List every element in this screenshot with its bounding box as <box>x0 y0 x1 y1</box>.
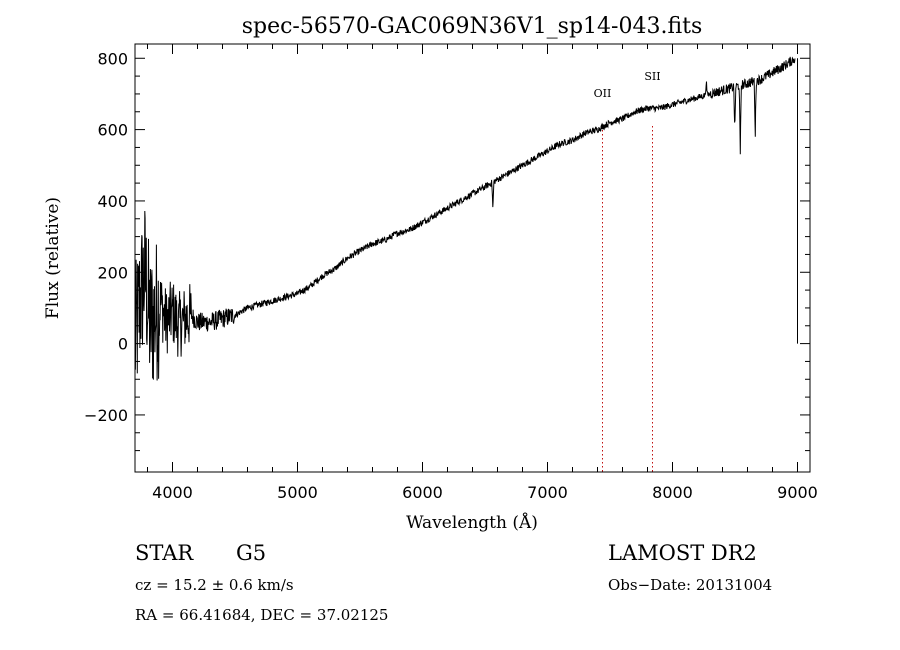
y-axis-title: Flux (relative) <box>43 197 63 319</box>
y-tick-label: −200 <box>84 406 128 425</box>
y-tick-label: 400 <box>97 192 128 211</box>
y-axis-ticks: −200 0 200 400 600 800 <box>84 49 810 452</box>
survey-release: LAMOST DR2 <box>608 541 757 565</box>
spectrum-series <box>134 56 798 381</box>
y-tick-label: 0 <box>118 335 128 354</box>
object-class: STAR <box>135 541 194 565</box>
x-tick-label: 5000 <box>277 483 318 502</box>
x-tick-label: 9000 <box>777 483 818 502</box>
spectrum-line <box>134 56 796 381</box>
object-subclass: G5 <box>236 541 266 565</box>
x-axis-title: Wavelength (Å) <box>406 512 538 533</box>
spectral-line-label: OII <box>594 87 612 100</box>
redshift-label: cz = 15.2 ± 0.6 km/s <box>135 576 294 594</box>
plot-frame <box>134 43 811 473</box>
x-axis-ticks: 4000 5000 6000 7000 8000 9000 <box>147 44 818 502</box>
coordinates-label: RA = 66.41684, DEC = 37.02125 <box>135 606 388 624</box>
x-tick-label: 8000 <box>652 483 693 502</box>
line-markers: OII SII <box>594 70 661 472</box>
y-tick-label: 200 <box>97 263 128 282</box>
x-tick-label: 6000 <box>402 483 443 502</box>
x-tick-label: 4000 <box>152 483 193 502</box>
obs-date-label: Obs−Date: 20131004 <box>608 576 772 594</box>
chart-title: spec-56570-GAC069N36V1_sp14-043.fits <box>242 14 703 39</box>
spectral-line-label: SII <box>644 70 660 83</box>
x-tick-label: 7000 <box>527 483 568 502</box>
y-tick-label: 800 <box>97 49 128 68</box>
y-tick-label: 600 <box>97 121 128 140</box>
